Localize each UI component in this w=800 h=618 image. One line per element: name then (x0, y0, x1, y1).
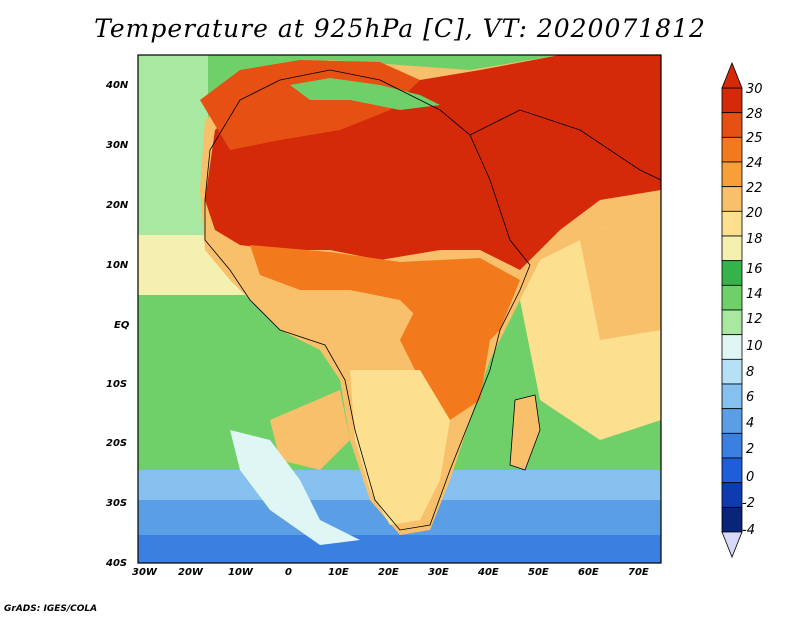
colorbar-box-13 (721, 408, 743, 434)
coastlines (204, 69, 662, 531)
lat-tick-40N: 40N (105, 80, 129, 91)
colorbar-box-11 (721, 358, 743, 385)
lon-tick-20E: 20E (378, 567, 399, 578)
cb-label-22: 22 (746, 181, 763, 196)
colorbar-box-14 (721, 432, 743, 459)
colorbar-box-5 (721, 210, 743, 237)
lon-tick-10E: 10E (328, 567, 349, 578)
colorbar-boxes (721, 87, 743, 533)
colorbar-box-0 (721, 87, 743, 114)
colorbar-box-7 (721, 260, 743, 286)
credit-text: GrADS: IGES/COLA (4, 604, 98, 614)
map-field (138, 55, 661, 563)
lon-tick-10W: 10W (228, 567, 254, 578)
lon-tick-0: 0 (285, 567, 292, 578)
lat-tick-40S: 40S (105, 558, 127, 569)
colorbar-box-3 (721, 161, 743, 188)
cb-label-neg4: -4 (742, 523, 755, 538)
colorbar-box-8 (721, 284, 743, 311)
lat-tick-10N: 10N (106, 260, 129, 271)
cb-label-24: 24 (746, 156, 763, 171)
cb-label-12: 12 (746, 312, 763, 327)
cb-label-28: 28 (746, 107, 763, 122)
colorbar-box-4 (721, 186, 743, 212)
lon-tick-30W: 30W (132, 567, 158, 578)
cb-label-neg2: -2 (742, 496, 755, 511)
lat-axis: 40N 30N 20N 10N EQ 10S 20S 30S 40S (105, 80, 130, 569)
colorbar-box-17 (721, 506, 743, 533)
cb-label-20: 20 (746, 206, 763, 221)
lon-tick-40E: 40E (477, 567, 499, 578)
cb-label-14: 14 (746, 287, 763, 302)
lat-tick-10S: 10S (106, 379, 127, 390)
cb-label-4: 4 (746, 416, 754, 431)
lat-tick-20S: 20S (106, 438, 127, 449)
cb-label-18: 18 (746, 232, 763, 247)
lon-tick-60E: 60E (578, 567, 599, 578)
lat-tick-EQ: EQ (114, 320, 130, 331)
colorbar-box-9 (721, 309, 743, 336)
cb-label-16: 16 (746, 262, 763, 277)
colorbar-box-6 (721, 235, 743, 262)
cb-label-8: 8 (746, 365, 754, 380)
colorbar-box-10 (721, 334, 743, 360)
colorbar-box-15 (721, 457, 743, 484)
map-frame (137, 54, 662, 564)
lon-tick-30E: 30E (428, 567, 449, 578)
cb-label-10: 10 (746, 339, 763, 354)
colorbar-top-arrow (721, 61, 743, 89)
colorbar-box-1 (721, 112, 743, 138)
cb-label-2: 2 (746, 442, 754, 457)
lon-axis: 30W 20W 10W 0 10E 20E 30E 40E 50E 60E 70… (132, 567, 649, 578)
cb-label-0: 0 (746, 470, 754, 485)
colorbar-bottom-arrow (721, 531, 743, 559)
lon-tick-70E: 70E (628, 567, 649, 578)
lon-tick-50E: 50E (528, 567, 549, 578)
cb-label-25: 25 (746, 131, 763, 146)
lat-tick-20N: 20N (106, 200, 129, 211)
lon-tick-20W: 20W (178, 567, 204, 578)
colorbar-labels: 30 28 25 24 22 20 18 16 14 12 10 8 6 4 2… (742, 82, 763, 538)
colorbar-box-16 (721, 482, 743, 508)
map-title: Temperature at 925hPa [C], VT: 202007181… (94, 14, 706, 43)
lat-tick-30N: 30N (106, 140, 129, 151)
cb-label-6: 6 (746, 390, 754, 405)
colorbar-box-12 (721, 383, 743, 410)
lat-tick-30S: 30S (106, 498, 127, 509)
colorbar-box-2 (721, 136, 743, 163)
cb-label-30: 30 (746, 82, 763, 97)
